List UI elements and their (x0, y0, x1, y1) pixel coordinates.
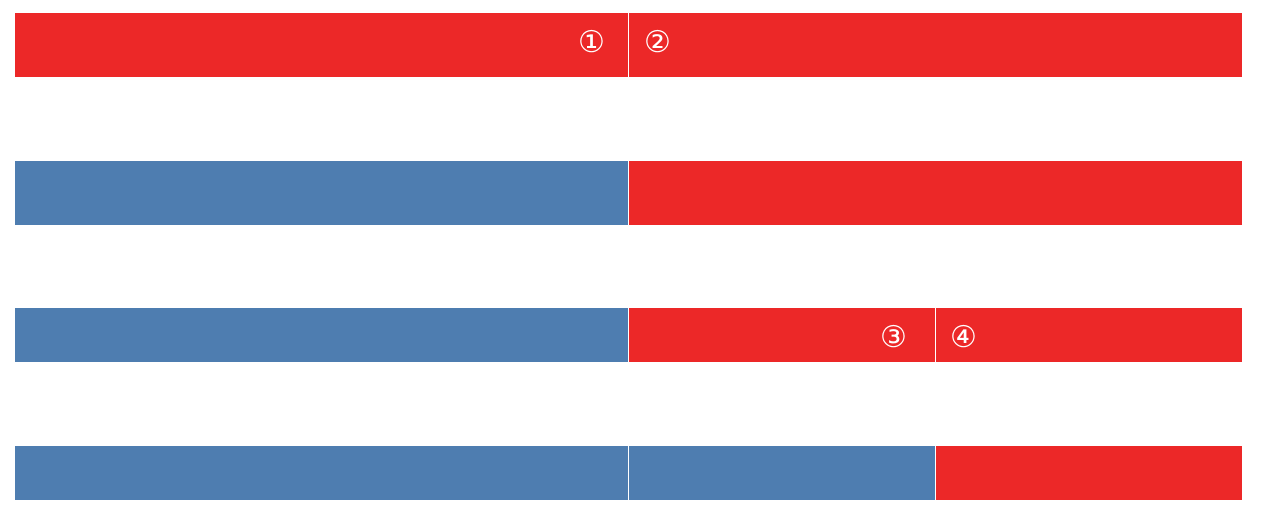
row-2-segment-1 (15, 161, 628, 225)
row-2-segment-2 (629, 161, 1242, 225)
row-4-segment-1 (15, 446, 628, 500)
label-3: ③ (880, 320, 907, 355)
label-1: ① (578, 25, 605, 60)
row-3-segment-2 (629, 308, 935, 362)
row-3-segment-3 (936, 308, 1242, 362)
row-3-segment-1 (15, 308, 628, 362)
row-1-segment-2 (629, 13, 1242, 77)
row-1-segment-1 (15, 13, 628, 77)
label-4: ④ (950, 320, 977, 355)
label-2: ② (644, 25, 671, 60)
row-4-segment-2 (629, 446, 935, 500)
row-4-segment-3 (936, 446, 1242, 500)
